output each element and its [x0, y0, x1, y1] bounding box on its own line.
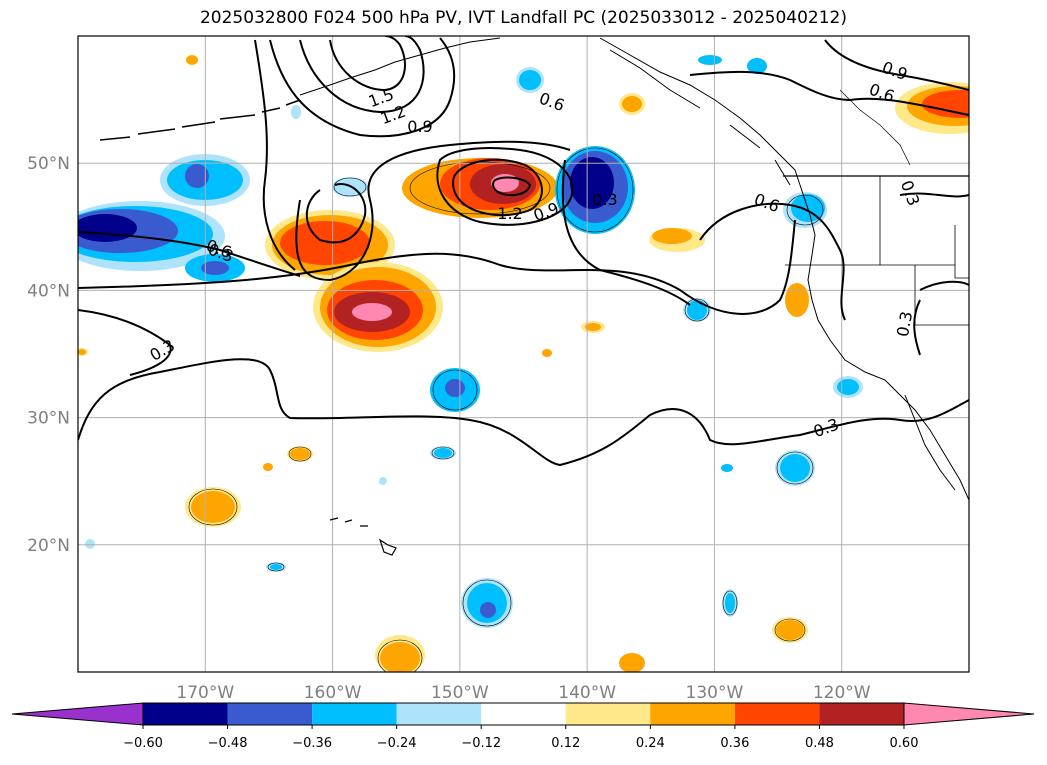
lon-tick-label: 170°W: [176, 683, 234, 703]
contour-label: 0.6: [752, 190, 782, 217]
longitude-tick-labels: 170°W 160°W 150°W 140°W 130°W 120°W: [176, 683, 870, 703]
pv-contour-0.6-sierra: [899, 192, 969, 198]
colorbar-segment: [819, 703, 904, 725]
lon-tick-label: 160°W: [304, 683, 362, 703]
contour-label: 0.3: [146, 336, 178, 365]
negative-anomaly-center-140w-48n: [555, 146, 635, 234]
colorbar-extend-min: [11, 702, 144, 726]
colorbar-segment: [143, 703, 228, 725]
colorbar-extend-max: [903, 702, 1035, 726]
colorbar-tick-label: 0.36: [720, 736, 749, 751]
contour-labels: 1.51.20.90.60.31.2 0.9 0.3 0.60.30.30.30.90…: [146, 58, 924, 442]
pv-contour-1.2-north: [299, 36, 425, 114]
pv-contour-0.9-north: [269, 37, 456, 138]
pv-contour-0.3-southern: [78, 219, 796, 315]
colorbar-tick-label: −0.60: [123, 736, 163, 751]
negative-anomaly-center-176w-45n: [78, 201, 245, 282]
pv-contours: [78, 36, 969, 467]
colorbar-segment: [481, 703, 566, 725]
pv-contour-0.9-northeast: [824, 39, 969, 91]
pv-contour-0.3-west-lobe: [78, 231, 301, 277]
colorbar-tick-label: −0.36: [292, 736, 332, 751]
positive-anomaly-center-113w-54n: [895, 82, 969, 134]
colorbar-tick-label: 0.24: [636, 736, 665, 751]
colorbar-tick-label: 0.60: [890, 736, 919, 751]
contour-label: 0.9: [407, 117, 432, 136]
coastlines: [99, 37, 969, 556]
pv-contour-0.3-subtropical: [78, 358, 969, 467]
colorbar-tick-label: −0.24: [377, 736, 417, 751]
colorbar-segment: [312, 703, 397, 725]
lon-tick-label: 120°W: [813, 683, 871, 703]
lon-tick-label: 150°W: [431, 683, 489, 703]
latitude-tick-labels: 50°N 40°N 30°N 20°N: [27, 154, 70, 556]
positive-anomaly-center-154w-38n: [313, 262, 443, 352]
colorbar-segment: [396, 703, 482, 725]
colorbar-frame: [142, 702, 905, 726]
colorbar: −0.60 −0.48 −0.36 −0.24 −0.12 0.12 0.24 0.36 0.4…: [11, 702, 1035, 751]
colorbar-tick-label: −0.12: [461, 736, 501, 751]
lat-tick-label: 20°N: [27, 536, 70, 556]
contour-label: 0.9: [880, 58, 910, 85]
contour-label: 0.6: [867, 80, 897, 107]
pv-contour-1.5-north: [329, 36, 406, 92]
contour-label: 1.2: [497, 204, 522, 223]
pv-contour-0.3-west: [78, 309, 172, 376]
pv-contour-0.9-west-cutoff: [254, 39, 296, 271]
colorbar-segment: [227, 703, 313, 725]
map-frame: [77, 35, 970, 673]
pv-contour-0.3-east: [561, 159, 691, 306]
contour-label: 0.3: [893, 310, 916, 338]
lon-tick-label: 130°W: [686, 683, 744, 703]
colorbar-segment: [565, 703, 651, 725]
colorbar-tick-label: 0.48: [805, 736, 834, 751]
pv-contour-0.6-northeast: [689, 70, 969, 116]
chart-title: 2025032800 F024 500 hPa PV, IVT Landfall…: [199, 8, 847, 28]
pv-contour-0.6-east-coast: [913, 280, 969, 356]
contour-label: 0.3: [811, 415, 841, 442]
pv-contour-0.9-loop: [452, 158, 543, 217]
pv-contour-0.6-east: [699, 202, 846, 321]
pv-contour-0.6-center: [295, 140, 571, 282]
colorbar-tick-label: −0.48: [208, 736, 248, 751]
pv-contour-1.2-loop: [492, 176, 532, 197]
map-gridlines: [78, 36, 969, 672]
contour-label: 0.3: [897, 178, 924, 208]
pv-contour-0.6-loop: [436, 147, 574, 226]
colorbar-segment: [650, 703, 735, 725]
lat-tick-label: 40°N: [27, 281, 70, 301]
colorbar-tick-label: 0.12: [551, 736, 580, 751]
lon-tick-label: 140°W: [558, 683, 616, 703]
lat-tick-label: 30°N: [27, 409, 70, 429]
colorbar-segment: [734, 703, 820, 725]
contour-label: 0.6: [537, 89, 567, 116]
contour-label: 0.3: [592, 190, 617, 209]
lat-tick-label: 50°N: [27, 154, 70, 174]
positive-anomaly-center-147w-48n: [402, 158, 558, 218]
pv-contour-0.3-hook: [305, 183, 367, 244]
